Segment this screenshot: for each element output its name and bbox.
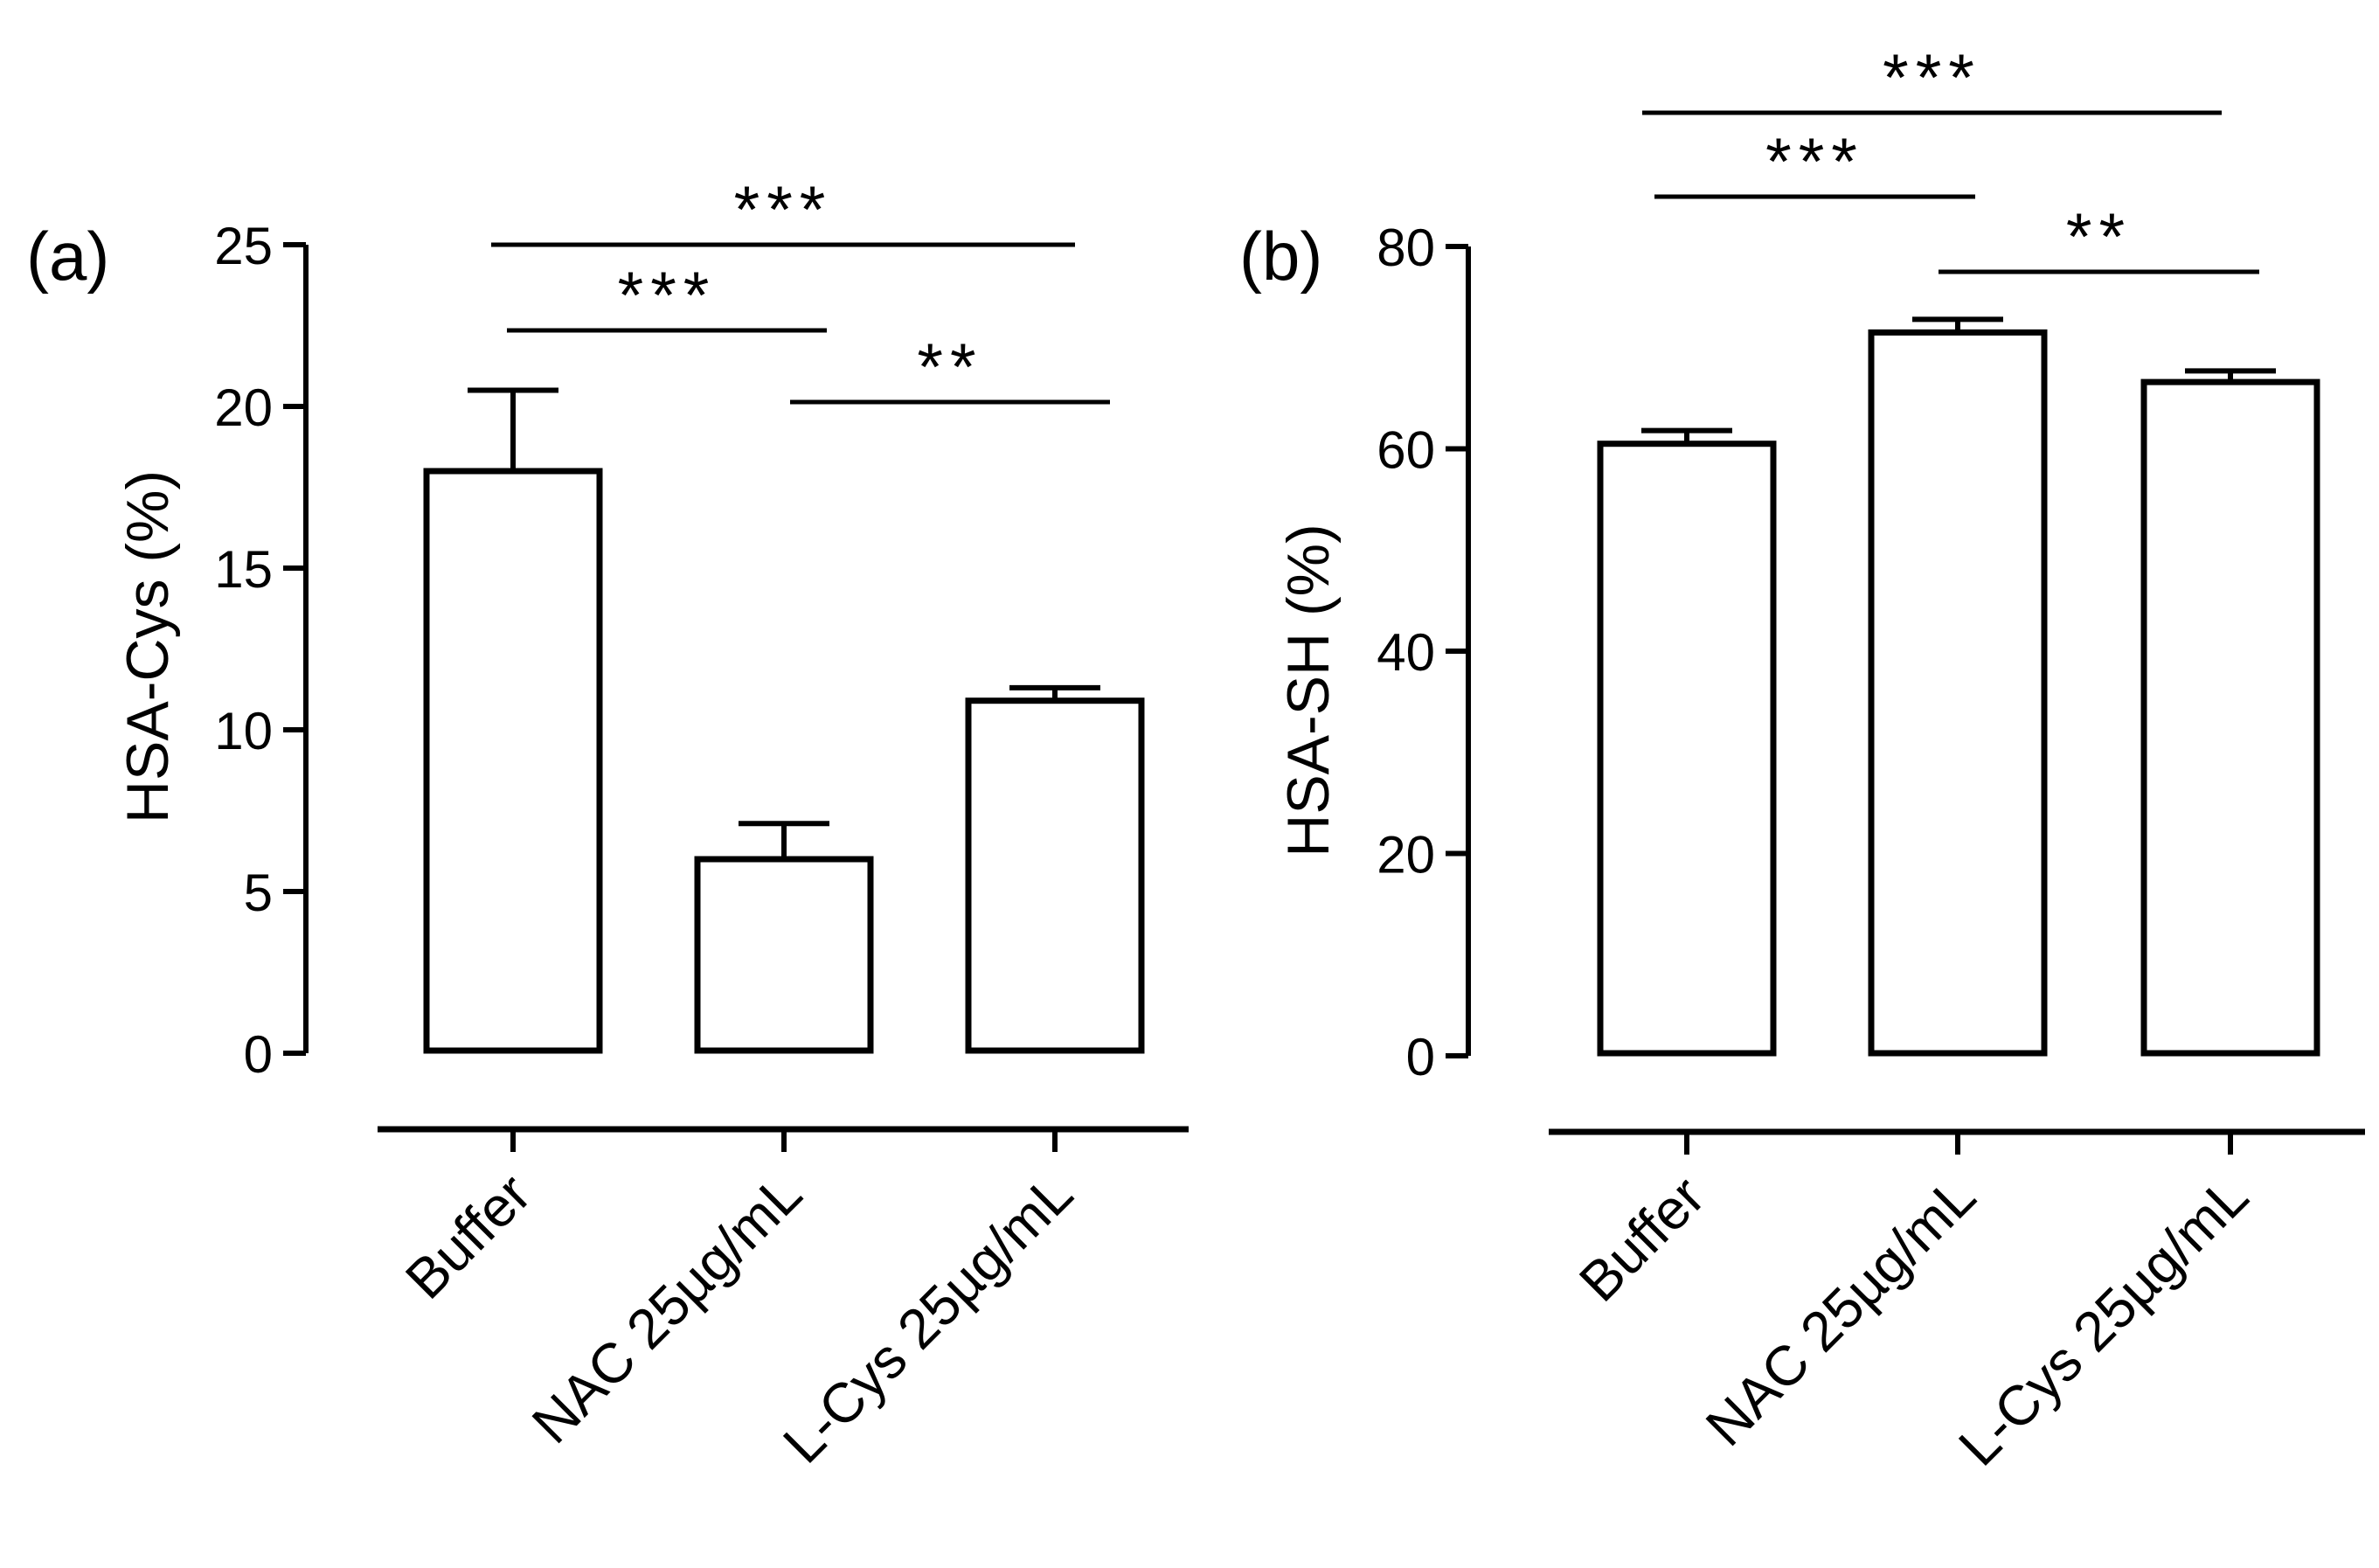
y-tick-label: 60: [1377, 421, 1435, 480]
significance-label: ***: [734, 173, 833, 247]
significance-label: ***: [1883, 41, 1981, 115]
y-tick-label: 20: [1377, 826, 1435, 885]
y-tick-label: 0: [1406, 1028, 1435, 1086]
y-axis-title: HSA-Cys (%): [114, 470, 181, 823]
panel-label: (b): [1239, 218, 1322, 295]
y-tick-label: 40: [1377, 623, 1435, 682]
bar: [694, 856, 874, 1054]
y-axis-title: HSA-SH (%): [1275, 524, 1342, 857]
y-axis-ticks: 0 20 40 60 80: [1377, 219, 1471, 1086]
significance-label: ***: [618, 259, 717, 333]
bar: [1597, 441, 1777, 1057]
panel-label: (a): [26, 218, 109, 295]
bars-group: [423, 387, 1145, 1054]
significance-group: ********: [491, 173, 1110, 405]
bars-group: [1597, 316, 2320, 1057]
y-tick-label: 15: [214, 540, 273, 599]
y-tick-label: 20: [214, 378, 273, 437]
bar: [1868, 329, 2048, 1057]
bar: [423, 468, 603, 1054]
significance-label: **: [2066, 200, 2132, 274]
significance-label: ***: [1765, 125, 1864, 199]
bar: [965, 697, 1145, 1054]
y-tick-label: 25: [214, 217, 273, 275]
y-tick-label: 5: [244, 864, 273, 922]
bar: [2140, 378, 2320, 1057]
significance-label: **: [917, 330, 982, 405]
y-tick-label: 0: [244, 1025, 273, 1084]
y-tick-label: 10: [214, 702, 273, 760]
y-tick-label: 80: [1377, 219, 1435, 277]
significance-group: ********: [1642, 41, 2259, 274]
y-axis-ticks: 0 5 10 15 20 25: [214, 217, 309, 1084]
